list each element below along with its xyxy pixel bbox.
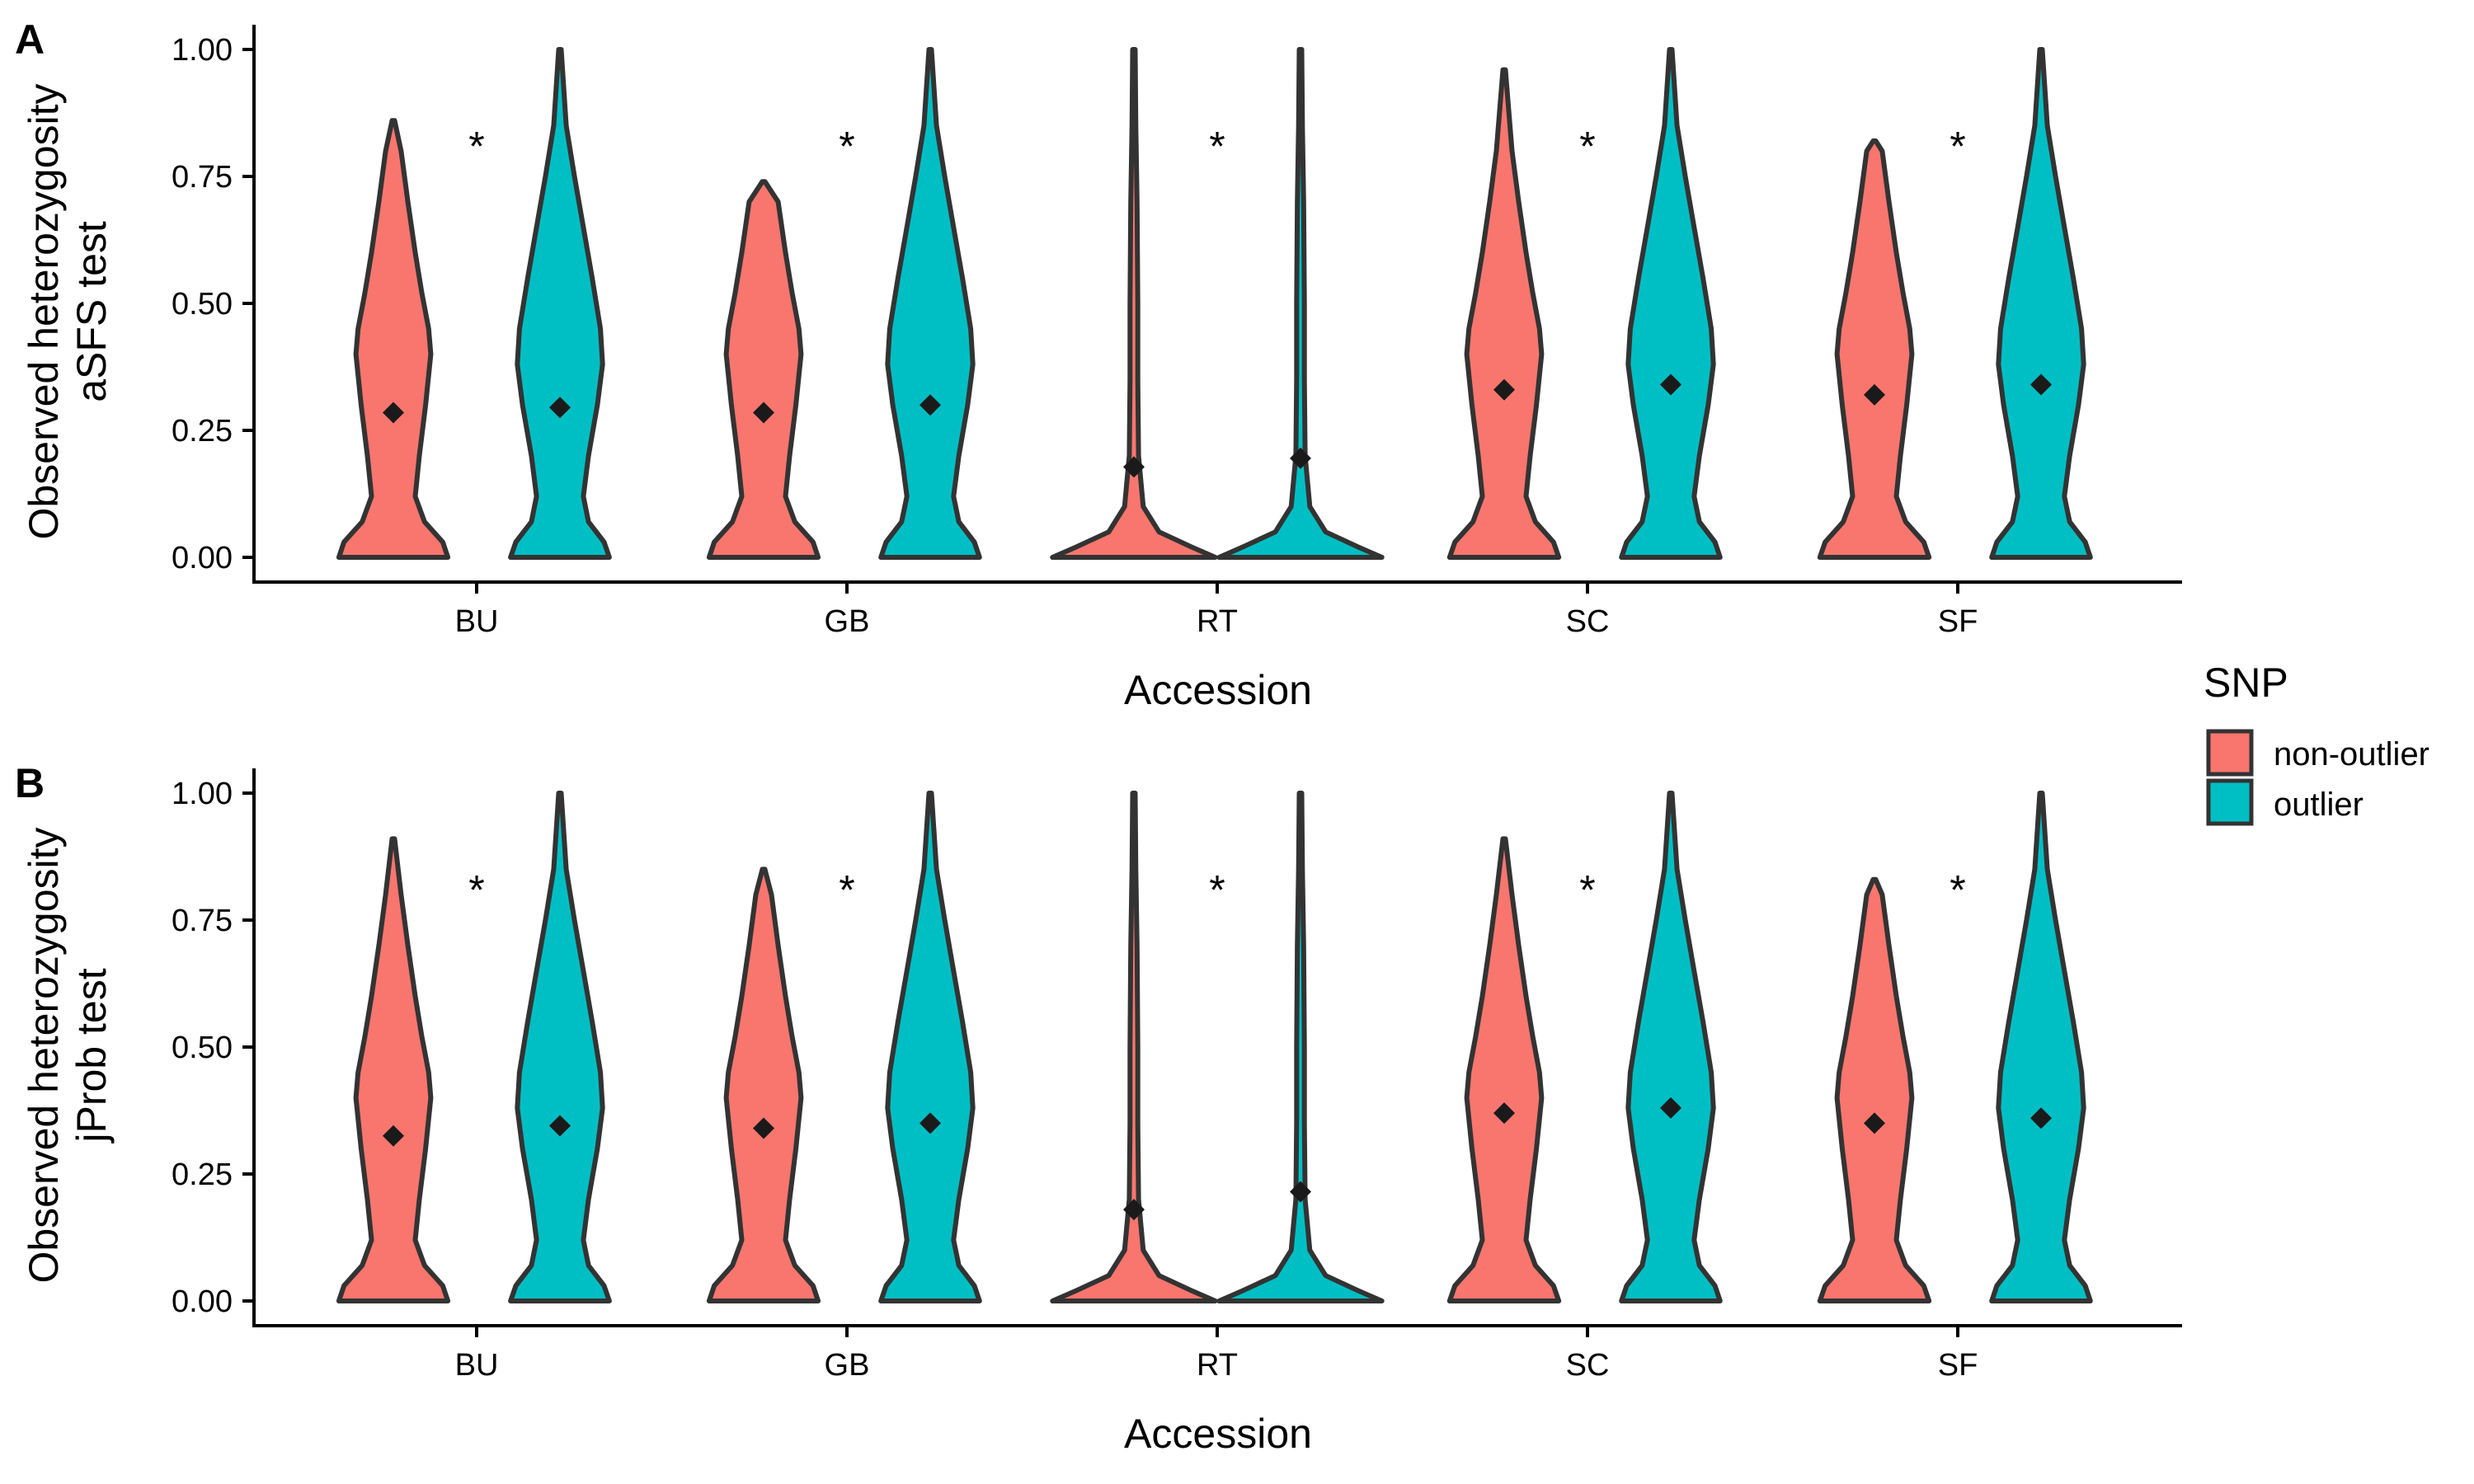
mean-marker-BU-non-outlier — [383, 1125, 404, 1147]
significance-star: * — [1209, 867, 1225, 913]
mean-marker-GB-non-outlier — [753, 402, 774, 424]
x-axis-title: Accession — [1124, 667, 1312, 713]
violin-RT-outlier — [1216, 791, 1385, 1303]
x-tick-label: SC — [1566, 604, 1610, 639]
mean-marker-SC-outlier — [1660, 1097, 1681, 1119]
mean-marker-SC-non-outlier — [1493, 378, 1515, 401]
panel-A: A 0.00 0.25 0.50 0.75 1.00 Observed heterozygo… — [15, 16, 2182, 713]
mean-marker-BU-outlier — [549, 397, 571, 419]
mean-marker-BU-outlier — [549, 1115, 571, 1137]
x-tick-label: SF — [1938, 604, 1978, 639]
legend-label-outlier: outlier — [2274, 787, 2363, 823]
violin-GB-outlier — [878, 47, 982, 560]
legend-label-non-outlier: non-outlier — [2274, 736, 2429, 773]
significance-star: * — [468, 867, 484, 913]
y-tick-label: 0.25 — [172, 1158, 233, 1192]
violin-BU-non-outlier — [336, 118, 451, 560]
y-tick-label: 1.00 — [172, 777, 233, 811]
y-tick-label: 0.75 — [172, 904, 233, 938]
violin-SC-outlier — [1619, 791, 1723, 1303]
violin-BU-outlier — [508, 47, 612, 560]
mean-marker-SF-outlier — [2030, 1107, 2052, 1129]
mean-marker-RT-non-outlier — [1123, 1199, 1145, 1221]
mean-marker-SC-non-outlier — [1493, 1102, 1515, 1125]
panel-tag: B — [15, 760, 45, 806]
y-tick-label: 0.50 — [172, 287, 233, 322]
y-axis-title-line: jProb test — [68, 968, 115, 1144]
violin-RT-non-outlier — [1050, 47, 1218, 560]
significance-star: * — [1950, 124, 1965, 170]
y-tick-label: 1.00 — [172, 33, 233, 68]
significance-star: * — [1579, 124, 1595, 170]
significance-star: * — [1579, 867, 1595, 913]
x-tick-label: SF — [1938, 1348, 1978, 1383]
mean-marker-SC-outlier — [1660, 373, 1681, 396]
violin-GB-non-outlier — [706, 866, 821, 1303]
significance-star: * — [468, 124, 484, 170]
significance-star: * — [1950, 867, 1965, 913]
legend-swatch-non-outlier — [2206, 729, 2254, 777]
y-axis-title-line: Observed heterozygosity — [21, 83, 67, 539]
panels: A 0.00 0.25 0.50 0.75 1.00 Observed heterozygo… — [15, 16, 2182, 1457]
mean-marker-SF-non-outlier — [1864, 383, 1885, 406]
violin-BU-outlier — [508, 791, 612, 1303]
violin-GB-non-outlier — [706, 179, 821, 560]
legend-swatch-outlier — [2206, 778, 2254, 826]
significance-star: * — [839, 124, 854, 170]
significance-star: * — [839, 867, 854, 913]
violin-GB-outlier — [878, 791, 982, 1303]
violin-RT-non-outlier — [1050, 791, 1218, 1303]
x-tick-label: BU — [455, 1348, 499, 1383]
violin-SF-outlier — [1989, 47, 2093, 560]
y-tick-label: 0.00 — [172, 1284, 233, 1319]
mean-marker-SF-outlier — [2030, 373, 2052, 396]
x-tick-label: GB — [825, 604, 870, 639]
x-tick-label: GB — [825, 1348, 870, 1383]
mean-marker-GB-outlier — [920, 394, 941, 416]
mean-marker-RT-outlier — [1290, 447, 1311, 469]
violin-SC-outlier — [1619, 47, 1723, 560]
mean-marker-SF-non-outlier — [1864, 1112, 1885, 1134]
panel-tag: A — [15, 16, 45, 63]
significance-star: * — [1209, 124, 1225, 170]
violin-SF-non-outlier — [1817, 138, 1932, 560]
violin-SF-outlier — [1989, 791, 2093, 1303]
legend-title: SNP — [2204, 660, 2288, 706]
mean-marker-RT-outlier — [1290, 1181, 1311, 1203]
mean-marker-BU-non-outlier — [383, 402, 404, 424]
x-tick-label: SC — [1566, 1348, 1610, 1383]
y-tick-label: 0.00 — [172, 541, 233, 575]
y-tick-label: 0.75 — [172, 160, 233, 195]
x-tick-label: BU — [455, 604, 499, 639]
violin-SC-non-outlier — [1446, 836, 1562, 1303]
y-axis-title-line: Observed heterozygosity — [21, 827, 67, 1283]
violin-SC-non-outlier — [1446, 67, 1562, 560]
y-tick-label: 0.25 — [172, 414, 233, 448]
x-axis-title: Accession — [1124, 1411, 1312, 1457]
violin-RT-outlier — [1216, 47, 1385, 560]
y-axis-title-line: aSFS test — [68, 221, 115, 402]
panel-B: B 0.00 0.25 0.50 0.75 1.00 Observed heterozygo… — [15, 760, 2182, 1457]
violin-BU-non-outlier — [336, 836, 451, 1303]
violin-SF-non-outlier — [1817, 876, 1932, 1303]
x-tick-label: RT — [1197, 1348, 1238, 1383]
mean-marker-GB-outlier — [920, 1112, 941, 1134]
mean-marker-GB-non-outlier — [753, 1117, 774, 1139]
y-tick-label: 0.50 — [172, 1031, 233, 1065]
legend: SNP non-outlier outlier — [2204, 660, 2429, 826]
mean-marker-RT-non-outlier — [1123, 456, 1145, 478]
x-tick-label: RT — [1197, 604, 1238, 639]
